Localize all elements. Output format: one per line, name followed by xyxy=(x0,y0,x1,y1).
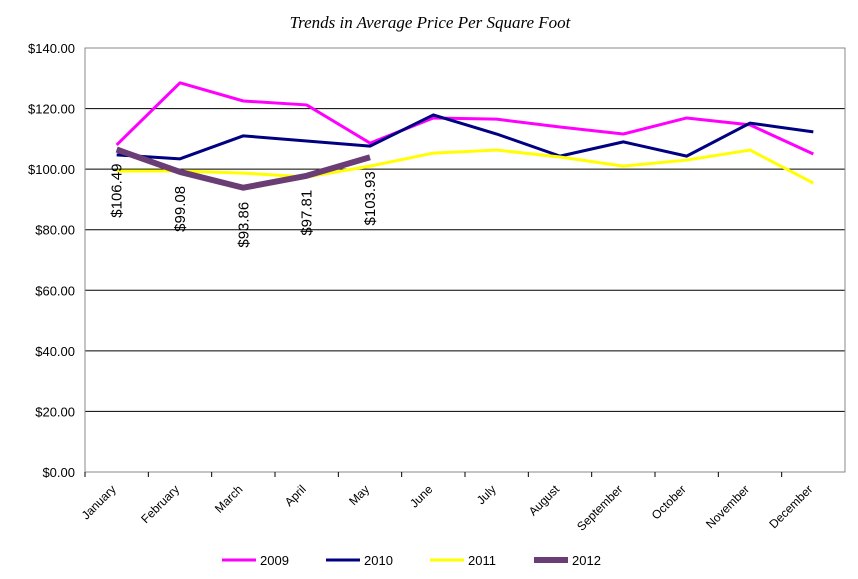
y-tick-label: $120.00 xyxy=(28,102,75,117)
y-tick-label: $40.00 xyxy=(35,344,75,359)
series-line xyxy=(115,81,814,156)
chart-title: Trends in Average Price Per Square Foot xyxy=(290,13,572,32)
x-tick-label: July xyxy=(474,482,499,507)
y-tick-label: $60.00 xyxy=(35,283,75,298)
data-label: $99.08 xyxy=(172,186,189,232)
data-label: $97.81 xyxy=(299,190,316,236)
legend-label: 2012 xyxy=(572,553,601,568)
x-tick-label: January xyxy=(79,482,119,522)
series-line xyxy=(115,146,371,191)
y-tick-label: $80.00 xyxy=(35,223,75,238)
series-line xyxy=(116,113,814,161)
x-tick-label: February xyxy=(138,482,182,526)
x-tick-label: December xyxy=(766,482,815,531)
legend-label: 2009 xyxy=(260,553,289,568)
y-tick-label: $140.00 xyxy=(28,41,75,56)
x-tick-label: June xyxy=(407,482,436,511)
y-tick-label: $100.00 xyxy=(28,162,75,177)
plot-border xyxy=(84,47,846,473)
x-tick-label: October xyxy=(649,482,689,522)
legend-label: 2011 xyxy=(468,553,496,568)
x-tick-label: March xyxy=(212,482,245,515)
x-tick-label: April xyxy=(282,482,309,509)
y-tick-label: $20.00 xyxy=(35,404,75,419)
data-label: $93.86 xyxy=(235,202,252,248)
series-line xyxy=(116,148,815,185)
x-tick-label: September xyxy=(574,482,625,533)
data-label: $103.93 xyxy=(362,171,379,225)
y-tick-label: $0.00 xyxy=(42,465,75,480)
data-label: $106.49 xyxy=(109,163,126,217)
x-tick-label: May xyxy=(346,482,372,508)
legend-label: 2010 xyxy=(364,553,393,568)
x-tick-label: August xyxy=(526,482,563,519)
x-tick-label: November xyxy=(703,482,752,531)
